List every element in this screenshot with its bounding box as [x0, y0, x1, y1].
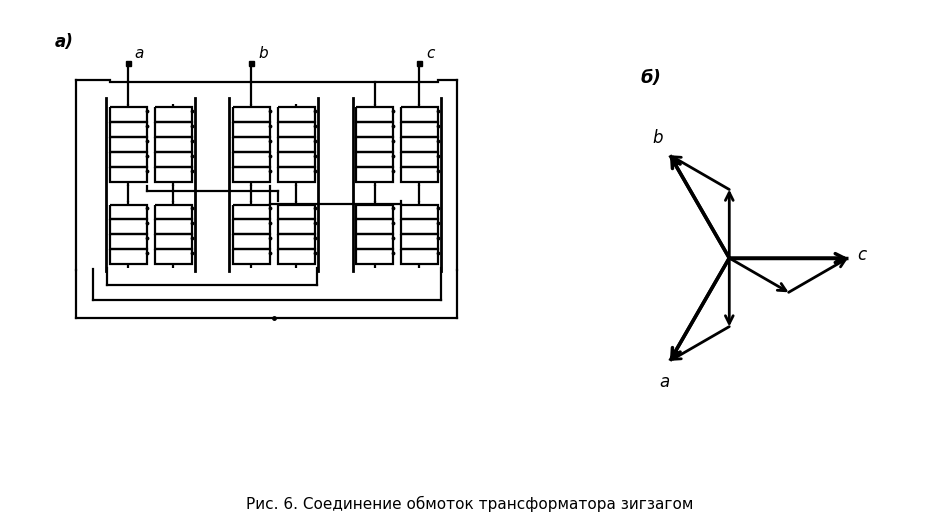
Text: b: b [652, 129, 663, 147]
Text: a: a [659, 373, 669, 391]
Text: a: a [134, 46, 144, 61]
Text: c: c [857, 246, 867, 264]
Text: б): б) [640, 69, 661, 87]
Text: а): а) [55, 33, 73, 50]
Bar [126, 60, 131, 66]
Bar [416, 60, 422, 66]
Text: b: b [258, 46, 268, 61]
Text: Рис. 6. Соединение обмоток трансформатора зигзагом: Рис. 6. Соединение обмоток трансформатор… [246, 496, 694, 512]
Bar [249, 60, 254, 66]
Text: c: c [426, 46, 434, 61]
